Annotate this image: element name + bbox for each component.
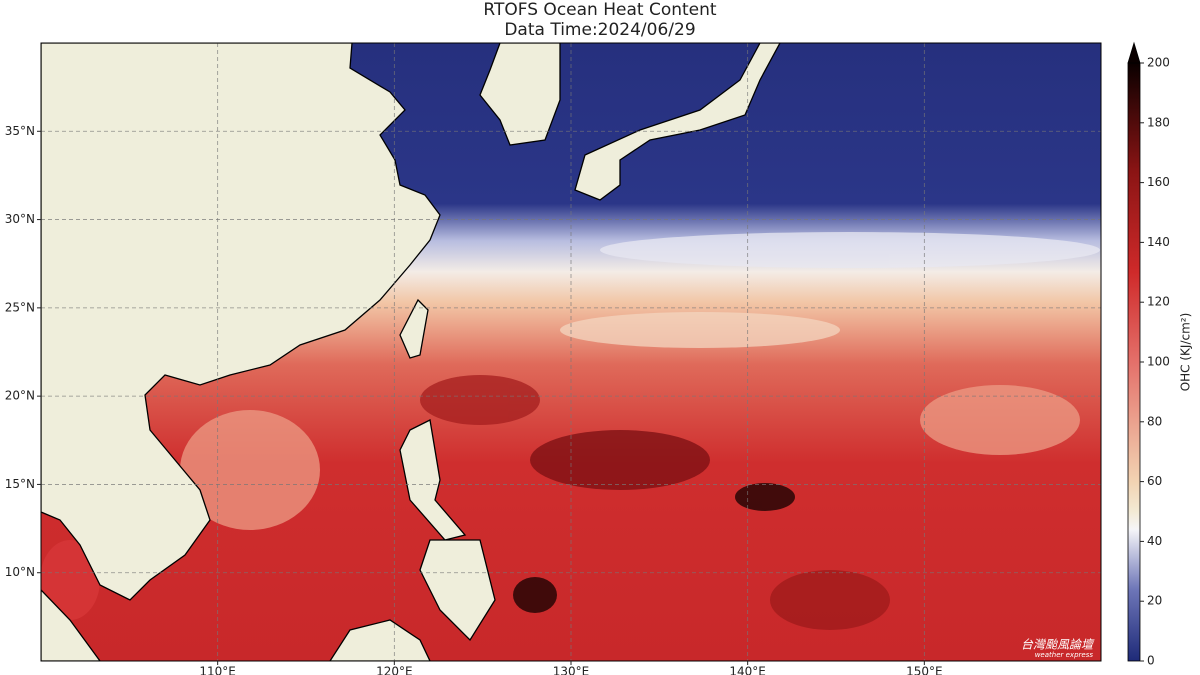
land-indochina-south (41, 589, 101, 661)
x-tick-label: 120°E (376, 665, 413, 675)
watermark: 台灣颱風論壇 (1021, 638, 1095, 652)
colorbar (1127, 62, 1141, 662)
colorbar-tick-label: 140 (1147, 235, 1170, 249)
x-tick-label: 110°E (199, 665, 236, 675)
colorbar-tick-label: 80 (1147, 414, 1162, 428)
colorbar-tick-label: 120 (1147, 295, 1170, 309)
y-tick-label: 20°N (5, 389, 35, 403)
ocean-features (41, 232, 1100, 630)
colorbar-tick-label: 160 (1147, 175, 1170, 189)
y-tick-label: 25°N (5, 300, 35, 314)
x-tick-label: 130°E (553, 665, 590, 675)
colorbar-extend (1127, 41, 1141, 64)
watermark-sub: weather express (1035, 651, 1094, 659)
land-luzon (399, 419, 467, 541)
map-area (41, 43, 1101, 661)
y-tick-label: 15°N (5, 477, 35, 491)
land-japan (574, 43, 781, 201)
colorbar-tick-label: 60 (1147, 474, 1162, 488)
colorbar-tick-label: 20 (1147, 594, 1162, 608)
colorbar-label: OHC (KJ/cm²) (1179, 313, 1193, 392)
x-tick-label: 140°E (729, 665, 766, 675)
colorbar-tick-label: 200 (1147, 56, 1170, 70)
y-tick-label: 30°N (5, 212, 35, 226)
land-asia (41, 43, 441, 601)
colorbar-tick-label: 180 (1147, 115, 1170, 129)
x-tick-label: 150°E (906, 665, 943, 675)
grid (41, 43, 1101, 661)
map-subtitle: Data Time:2024/06/29 (504, 20, 695, 40)
colorbar-tick-label: 40 (1147, 534, 1162, 548)
y-tick-label: 35°N (5, 124, 35, 138)
land-mindanao (419, 539, 496, 642)
land-borneo (329, 619, 431, 661)
y-tick-label: 10°N (5, 565, 35, 579)
map-title: RTOFS Ocean Heat Content (483, 0, 716, 20)
colorbar-tick-label: 0 (1147, 654, 1155, 668)
land-taiwan (399, 298, 429, 359)
colorbar-tick-label: 100 (1147, 355, 1170, 369)
land-korea (479, 43, 561, 146)
